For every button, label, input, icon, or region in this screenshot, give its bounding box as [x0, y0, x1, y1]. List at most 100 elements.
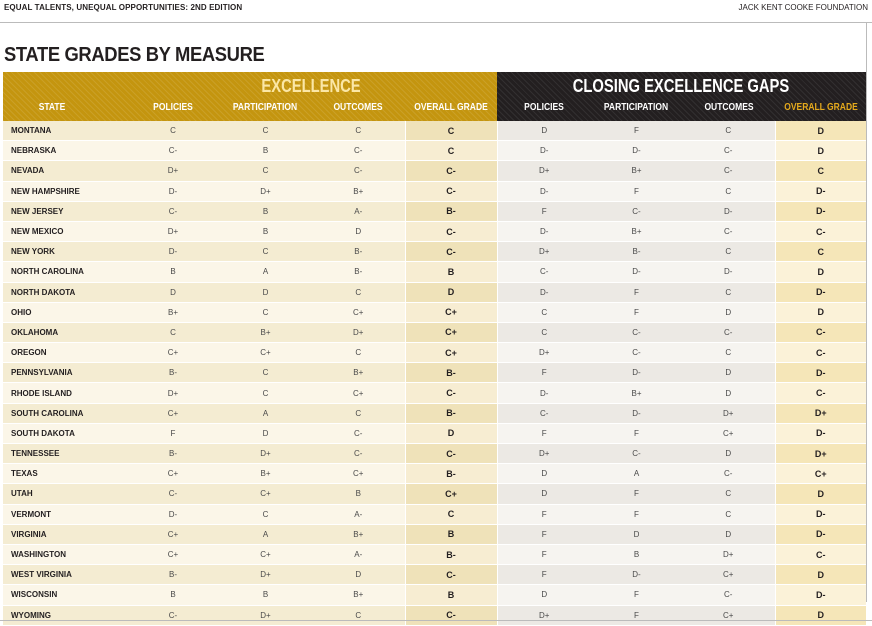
excellence-participation-grade: D+ [219, 443, 312, 465]
excellence-outcomes-grade: C+ [312, 382, 405, 404]
gaps-overall-grade: D- [774, 282, 866, 303]
column-header-gaps-policies: POLICIES [524, 102, 564, 113]
excellence-participation-grade: C [219, 302, 312, 323]
excellence-participation-grade: B [219, 584, 312, 606]
gaps-outcomes-grade: C [682, 342, 775, 364]
table-row: OKLAHOMA C B+ D+ C+ C C- C- C- [3, 322, 866, 344]
table-row: NEW MEXICO D+ B D C- D- B+ C- C- [3, 221, 866, 243]
gaps-overall-grade: D- [774, 362, 866, 384]
excellence-participation-grade: C+ [219, 544, 312, 566]
excellence-policies-grade: D [127, 282, 219, 303]
excellence-participation-grade: C+ [219, 483, 312, 505]
table-row: RHODE ISLAND D+ C C+ C- D- B+ D C- [3, 382, 866, 404]
excellence-policies-grade: B+ [127, 302, 219, 323]
gaps-participation-grade: C- [591, 342, 682, 364]
table-row: TENNESSEE B- D+ C- C- D+ C- D D+ [3, 443, 866, 465]
state-name: NEW MEXICO [3, 221, 127, 243]
gaps-participation-grade: C- [591, 201, 682, 222]
table-row: UTAH C- C+ B C+ D F C D [3, 483, 866, 505]
column-header-excellence-participation: PARTICIPATION [232, 102, 298, 113]
gaps-overall-grade: D [774, 261, 866, 283]
publication-title: EQUAL TALENTS, UNEQUAL OPPORTUNITIES: 2N… [4, 3, 243, 12]
excellence-policies-grade: C+ [127, 403, 219, 424]
table-row: NEBRASKA C- B C- C D- D- C- D [3, 140, 866, 162]
gaps-participation-grade: F [591, 423, 682, 445]
excellence-overall-grade: C- [404, 443, 497, 465]
excellence-overall-grade: B- [404, 403, 497, 424]
gaps-outcomes-grade: C+ [682, 564, 775, 586]
gaps-outcomes-grade: D [682, 524, 775, 545]
gaps-overall-grade: C- [774, 342, 866, 364]
excellence-outcomes-grade: B [312, 483, 405, 505]
top-divider [0, 22, 872, 23]
excellence-participation-grade: C [219, 121, 312, 142]
gaps-overall-grade: D [774, 605, 866, 626]
excellence-outcomes-grade: B- [312, 261, 405, 283]
excellence-overall-grade: C- [404, 221, 497, 243]
excellence-participation-grade: C [219, 504, 312, 525]
state-name: OREGON [3, 342, 127, 364]
column-header-excellence-outcomes: OUTCOMES [333, 102, 383, 113]
gaps-outcomes-grade: C [682, 181, 775, 202]
gaps-outcomes-grade: D [682, 362, 775, 384]
excellence-overall-grade: C- [404, 564, 497, 586]
gaps-outcomes-grade: D- [682, 261, 775, 283]
gaps-participation-grade: F [591, 282, 682, 303]
excellence-outcomes-grade: A- [312, 201, 405, 222]
gaps-overall-grade: C [774, 241, 866, 263]
excellence-policies-grade: B [127, 261, 219, 283]
gaps-participation-grade: B+ [591, 221, 682, 243]
excellence-participation-grade: D+ [219, 564, 312, 586]
gaps-policies-grade: F [496, 423, 591, 445]
state-name: PENNSYLVANIA [3, 362, 127, 384]
excellence-overall-grade: C- [404, 605, 497, 626]
excellence-outcomes-grade: D+ [312, 322, 405, 344]
gaps-overall-grade: D+ [774, 403, 866, 424]
gaps-outcomes-grade: C- [682, 160, 775, 182]
gaps-outcomes-grade: C [682, 241, 775, 263]
gaps-outcomes-grade: C [682, 483, 775, 505]
gaps-participation-grade: D- [591, 261, 682, 283]
state-name: OKLAHOMA [3, 322, 127, 344]
excellence-participation-grade: B+ [219, 322, 312, 344]
state-name: NEW YORK [3, 241, 127, 263]
gaps-overall-grade: C- [774, 382, 866, 404]
excellence-outcomes-grade: B- [312, 241, 405, 263]
column-header-excellence-policies: POLICIES [153, 102, 193, 113]
excellence-policies-grade: D+ [127, 221, 219, 243]
column-header-gaps-overall: OVERALL GRADE [784, 102, 858, 113]
excellence-policies-grade: C- [127, 140, 219, 162]
gaps-overall-grade: D [774, 121, 866, 142]
gaps-outcomes-grade: D+ [682, 403, 775, 424]
table-row: TEXAS C+ B+ C+ B- D A C- C+ [3, 463, 866, 485]
gaps-participation-grade: F [591, 504, 682, 525]
gaps-outcomes-grade: C- [682, 463, 775, 485]
gaps-overall-grade: C- [774, 221, 866, 243]
excellence-overall-grade: B- [404, 201, 497, 222]
excellence-overall-grade: B [404, 584, 497, 606]
state-name: NEW HAMPSHIRE [3, 181, 127, 202]
excellence-outcomes-grade: B+ [312, 362, 405, 384]
excellence-policies-grade: B- [127, 443, 219, 465]
grades-table-body: MONTANA C C C C D F C D NEBRASKA C- B C- C D- D- C- D NEVA… [3, 121, 866, 626]
gaps-participation-grade: D [591, 524, 682, 545]
gaps-overall-grade: D- [774, 181, 866, 202]
gaps-participation-grade: D- [591, 140, 682, 162]
excellence-policies-grade: B [127, 584, 219, 606]
excellence-overall-grade: C- [404, 160, 497, 182]
excellence-outcomes-grade: B+ [312, 584, 405, 606]
state-name: OHIO [3, 302, 127, 323]
gaps-overall-grade: D- [774, 584, 866, 606]
gaps-policies-grade: D+ [496, 443, 591, 465]
table-row: SOUTH DAKOTA F D C- D F F C+ D- [3, 423, 866, 445]
state-grades-table: MONTANA C C C C D F C D NEBRASKA C- B C- C D- D- C- D NEVA… [3, 121, 866, 626]
state-name: WASHINGTON [3, 544, 127, 566]
gaps-participation-grade: B [591, 544, 682, 566]
gaps-policies-grade: D [496, 584, 591, 606]
excellence-policies-grade: D+ [127, 160, 219, 182]
excellence-overall-grade: D [404, 282, 497, 303]
state-name: WISCONSIN [3, 584, 127, 606]
excellence-outcomes-grade: C- [312, 423, 405, 445]
gaps-participation-grade: F [591, 181, 682, 202]
gaps-policies-grade: D+ [496, 605, 591, 626]
